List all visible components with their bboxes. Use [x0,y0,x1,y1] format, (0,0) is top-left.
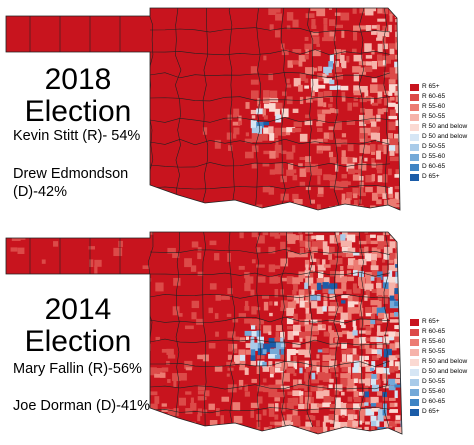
legend-item-r-65-plus: R 65+ [410,82,467,92]
legend-swatch [410,408,419,416]
legend-item-d-60-65: D 60-65 [410,162,467,172]
legend-label: R 50-55 [422,348,446,355]
legend-item-r-55-60: R 55-60 [410,102,467,112]
legend-label: R 55-60 [422,103,446,110]
legend-item-d-60-65: D 60-65 [410,397,467,407]
legend-swatch [410,318,419,326]
democratic-candidate: Joe Dorman (D)-41% [13,398,150,414]
democratic-candidate-name: Drew Edmondson [13,166,129,182]
legend-swatch [410,368,419,376]
legend-swatch [410,113,419,121]
legend-item-d-55-60: D 55-60 [410,387,467,397]
legend-swatch [410,123,419,131]
legend-swatch [410,83,419,91]
legend-item-r-60-65: R 60-65 [410,92,467,102]
legend-label: R 55-60 [422,338,446,345]
democratic-candidate-result: (D)-42% [13,184,67,200]
election-year: 2018 [44,63,112,96]
map-panel-2018: 2018 Election Kevin Stitt (R)- 54% Drew … [0,0,474,222]
map-legend: R 65+ R 60-65 R 55-60 R 50-55 R 50 and below… [410,317,467,417]
legend-label: D 65+ [422,173,440,180]
legend-item-d-50-below: D 50 and below [410,132,467,142]
legend-label: R 50 and below [422,123,468,130]
oklahoma-precinct-map-2014 [5,231,403,435]
legend-label: R 60-65 [422,93,446,100]
legend-item-d-55-60: D 55-60 [410,152,467,162]
legend-label: D 55-60 [422,388,446,395]
legend-swatch [410,173,419,181]
legend-swatch [410,93,419,101]
legend-swatch [410,388,419,396]
map-panel-2014: 2014 Election Mary Fallin (R)-56% Joe Do… [0,222,474,445]
legend-item-r-65-plus: R 65+ [410,317,467,327]
legend-swatch [410,163,419,171]
republican-candidate: Kevin Stitt (R)- 54% [13,128,141,144]
legend-label: R 65+ [422,318,440,325]
election-year: 2014 [44,293,112,326]
legend-item-d-50-55: D 50-55 [410,377,467,387]
legend-swatch [410,153,419,161]
legend-swatch [410,358,419,366]
legend-label: R 60-65 [422,328,446,335]
legend-swatch [410,328,419,336]
legend-swatch [410,338,419,346]
legend-swatch [410,133,419,141]
legend-swatch [410,143,419,151]
map-legend: R 65+ R 60-65 R 55-60 R 50-55 R 50 and below… [410,82,467,182]
election-heading: Election [24,95,132,128]
legend-label: D 50 and below [422,133,468,140]
legend-item-r-50-below: R 50 and below [410,357,467,367]
legend-label: D 55-60 [422,153,446,160]
legend-item-r-50-below: R 50 and below [410,122,467,132]
legend-label: D 50-55 [422,378,446,385]
legend-label: D 60-65 [422,398,446,405]
legend-swatch [410,103,419,111]
legend-label: D 60-65 [422,163,446,170]
legend-item-d-50-55: D 50-55 [410,142,467,152]
legend-item-r-60-65: R 60-65 [410,327,467,337]
legend-label: R 50 and below [422,358,468,365]
legend-label: D 50-55 [422,143,446,150]
legend-swatch [410,398,419,406]
legend-label: R 50-55 [422,113,446,120]
legend-item-d-50-below: D 50 and below [410,367,467,377]
legend-item-d-65-plus: D 65+ [410,407,467,417]
legend-label: D 65+ [422,408,440,415]
legend-label: R 65+ [422,83,440,90]
legend-item-d-65-plus: D 65+ [410,172,467,182]
legend-item-r-50-55: R 50-55 [410,347,467,357]
republican-candidate: Mary Fallin (R)-56% [13,361,142,377]
legend-label: D 50 and below [422,368,468,375]
legend-item-r-55-60: R 55-60 [410,337,467,347]
election-heading: Election [24,325,132,358]
legend-item-r-50-55: R 50-55 [410,112,467,122]
oklahoma-precinct-map-2018 [5,7,401,211]
legend-swatch [410,378,419,386]
legend-swatch [410,348,419,356]
